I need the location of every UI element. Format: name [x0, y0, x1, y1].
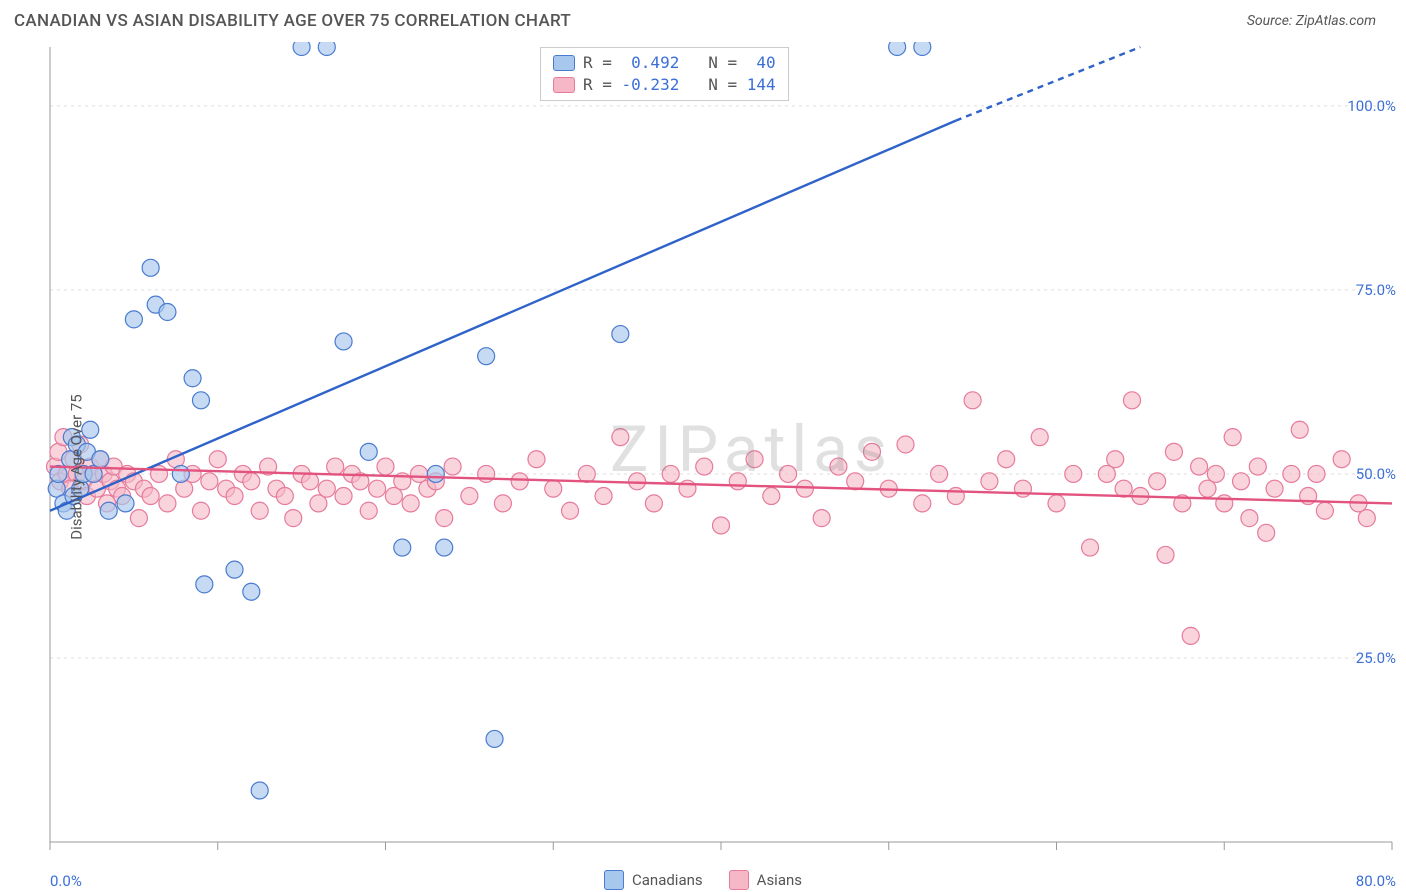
legend-swatch-icon — [604, 870, 624, 890]
y-tick-label: 75.0% — [1356, 281, 1396, 299]
regression-stats-box: R = 0.492 N = 40R = -0.232 N = 144 — [540, 47, 789, 101]
legend-label: Canadians — [632, 871, 703, 889]
legend-swatch-icon — [729, 870, 749, 890]
series-legend: Canadians Asians — [604, 870, 802, 890]
stats-swatch-icon — [553, 77, 575, 93]
stats-row: R = -0.232 N = 144 — [553, 74, 776, 96]
plot-area: Disability Age Over 75 25.0% 50.0% 75.0% 10… — [0, 42, 1406, 892]
stats-swatch-icon — [553, 55, 575, 71]
y-tick-label: 100.0% — [1347, 97, 1396, 115]
legend-item: Canadians — [604, 870, 703, 890]
chart-title: CANADIAN VS ASIAN DISABILITY AGE OVER 75… — [14, 11, 571, 31]
y-tick-label: 50.0% — [1356, 465, 1396, 483]
stats-row: R = 0.492 N = 40 — [553, 52, 776, 74]
legend-label: Asians — [757, 871, 802, 889]
source-attribution: Source: ZipAtlas.com — [1247, 13, 1376, 29]
x-axis-min-label: 0.0% — [50, 872, 82, 890]
scatter-chart-svg — [0, 42, 1406, 892]
x-axis-max-label: 80.0% — [1356, 872, 1396, 890]
y-tick-label: 25.0% — [1356, 649, 1396, 667]
y-axis-label: Disability Age Over 75 — [68, 394, 86, 539]
legend-item: Asians — [729, 870, 802, 890]
